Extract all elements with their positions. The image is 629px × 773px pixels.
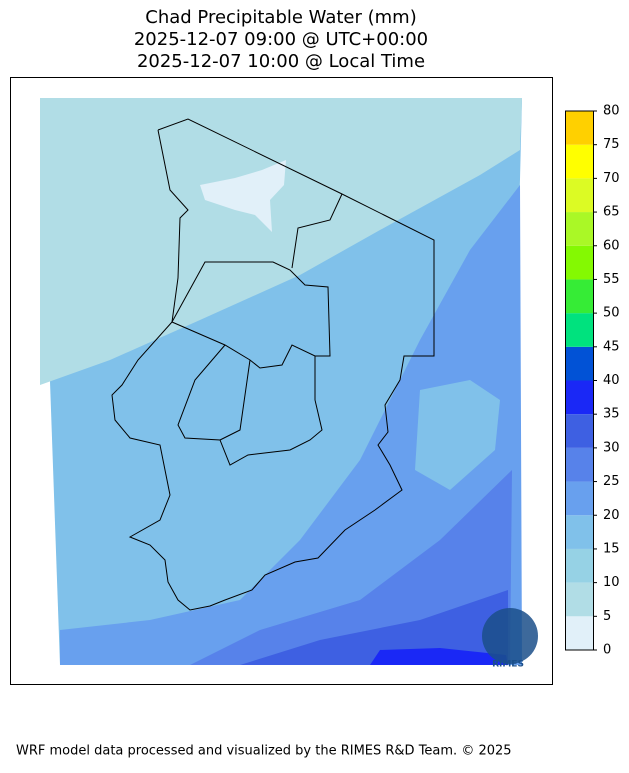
colorbar-band: [565, 616, 593, 650]
colorbar-band: [565, 447, 593, 482]
colorbar-tick-label: 35: [603, 407, 620, 422]
field-layer: [40, 98, 522, 385]
colorbar-tick-label: 20: [603, 508, 620, 523]
colorbar-tick-label: 60: [603, 238, 620, 253]
colorbar-tick-label: 45: [603, 339, 620, 354]
colorbar-tick-label: 10: [603, 575, 620, 590]
colorbar-band: [565, 245, 593, 280]
colorbar-band: [565, 481, 593, 516]
footer: WRF model data processed and visualized …: [16, 744, 512, 759]
colorbar-tick-label: 65: [603, 205, 620, 220]
region-border: [219, 359, 251, 441]
colorbar-tick-label: 5: [603, 609, 611, 624]
colorbar-band: [565, 582, 593, 617]
colorbar-band: [565, 111, 593, 145]
colorbar-band: [565, 515, 593, 549]
map: [40, 98, 522, 665]
field-layer: [240, 590, 508, 665]
title-line: 2025-12-07 10:00 @ Local Time: [137, 51, 425, 72]
title-line: Chad Precipitable Water (mm): [145, 7, 416, 28]
colorbar-band: [565, 346, 593, 381]
colorbar-tick-label: 70: [603, 171, 620, 186]
colorbar-tick-label: 0: [603, 643, 611, 658]
field-layer: [60, 185, 522, 665]
colorbar-tick-label: 80: [603, 104, 620, 119]
colorbar-tick-label: 30: [603, 440, 620, 455]
colorbar-band: [565, 548, 593, 583]
title-line: 2025-12-07 09:00 @ UTC+00:00: [134, 29, 428, 50]
colorbar-tick-label: 75: [603, 137, 620, 152]
country-border: [111, 118, 435, 611]
field-layer: [200, 160, 286, 232]
colorbar-band: [565, 178, 593, 213]
colorbar-band: [565, 212, 593, 246]
colorbar-tick-label: 15: [603, 541, 620, 556]
logo: RIMES: [482, 608, 538, 670]
colorbar-tick-label: 40: [603, 373, 620, 388]
field-layer: [415, 380, 500, 490]
colorbar-tick-label: 50: [603, 306, 620, 321]
field-layer: [370, 648, 508, 665]
colorbar-band: [565, 313, 593, 347]
colorbar-band: [565, 279, 593, 314]
colorbar-band: [565, 414, 593, 448]
colorbar-band: [565, 144, 593, 179]
logo-text: RIMES: [492, 660, 524, 670]
colorbar-tick-label: 25: [603, 474, 620, 489]
region-border: [177, 344, 323, 466]
map-frame: [10, 77, 553, 685]
region-border: [291, 193, 343, 269]
colorbar: 0 5 10 15 20 25 30 35 40 45 50 55 60 65 70 75 80: [565, 104, 620, 658]
region-border: [171, 261, 331, 369]
colorbar-tick-label: 55: [603, 272, 620, 287]
colorbar-band: [565, 380, 593, 415]
